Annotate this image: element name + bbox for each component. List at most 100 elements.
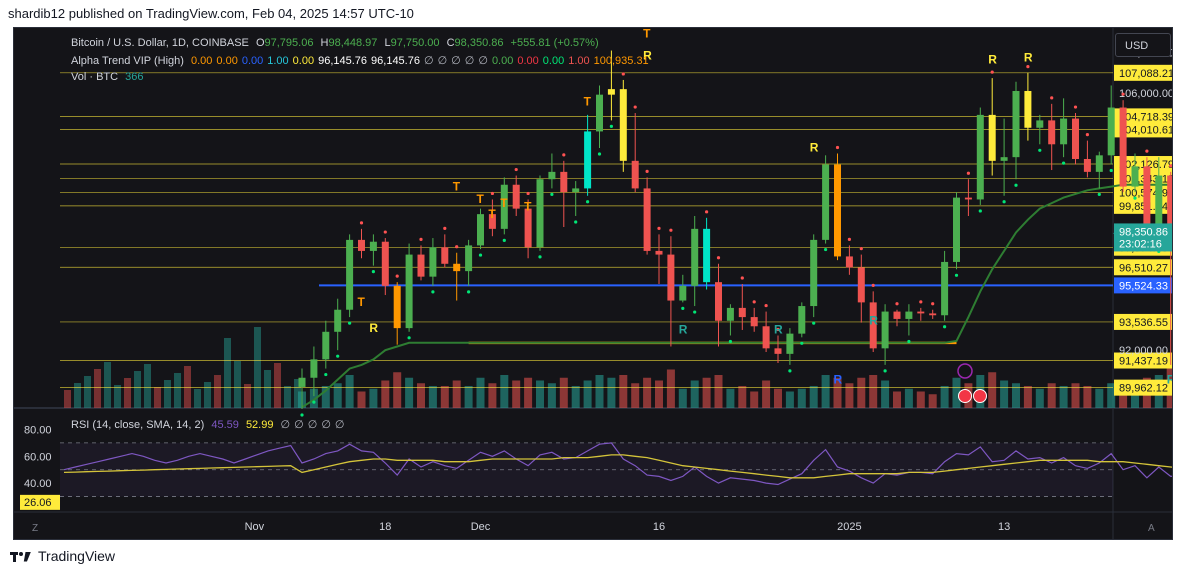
candle: [1048, 96, 1056, 171]
footer-brand[interactable]: TradingView: [38, 548, 116, 564]
signal-marker: T: [477, 192, 485, 206]
signal-dot: [871, 283, 875, 287]
signal-dot: [1169, 164, 1172, 168]
level-price-tag: [1114, 313, 1172, 330]
volume-bar: [476, 377, 485, 408]
volume-bar: [845, 383, 854, 408]
volume-bar: [1083, 386, 1092, 408]
symbol-name[interactable]: Bitcoin / U.S. Dollar, 1D, COINBASE: [71, 37, 249, 49]
signal-dot: [300, 413, 304, 417]
indicator-name[interactable]: Alpha Trend VIP (High): [71, 55, 184, 67]
candle-body: [619, 89, 627, 161]
candle: [500, 177, 508, 242]
candle-body: [405, 254, 413, 329]
auto-scale-button[interactable]: A: [1148, 523, 1155, 534]
volume-label[interactable]: Vol · BTC: [71, 71, 119, 83]
time-axis-label: 13: [998, 521, 1010, 533]
candle-body: [679, 285, 687, 301]
signal-dot: [621, 72, 625, 76]
candle-body: [500, 184, 508, 229]
signal-dot: [835, 145, 840, 150]
volume-bar: [1071, 383, 1080, 408]
candle-body: [1131, 166, 1139, 187]
signal-dot: [371, 270, 375, 274]
price-chart[interactable]: 107,088.21104,718.39104,010.61102,126.79…: [14, 28, 1173, 540]
volume-bar: [1047, 383, 1056, 408]
chart-frame[interactable]: 107,088.21104,718.39104,010.61102,126.79…: [13, 27, 1173, 540]
candle: [703, 210, 711, 290]
signal-dot: [716, 256, 721, 260]
level-price-tag: [1114, 352, 1172, 369]
volume-bar: [333, 383, 342, 408]
volume-bar: [144, 364, 151, 408]
signal-marker: R: [834, 372, 843, 386]
volume-bar: [928, 394, 937, 408]
candle: [322, 320, 330, 377]
indicator-value: 96,145.76: [371, 55, 420, 67]
currency-button[interactable]: USD: [1115, 33, 1171, 57]
candle: [976, 107, 984, 213]
signal-dot: [681, 306, 685, 310]
candle-body: [1000, 157, 1008, 161]
volume-bar: [1023, 386, 1032, 408]
candle-body: [1024, 90, 1032, 128]
signal-dot: [348, 321, 352, 325]
indicator-value: 0.00: [241, 55, 264, 67]
volume-bar: [774, 388, 782, 408]
volume-bar: [184, 366, 191, 408]
current-price-label: 98,350.86: [1119, 226, 1168, 238]
signal-dot: [752, 300, 756, 304]
footer: TradingView: [10, 548, 115, 564]
indicator-value: ∅: [478, 55, 488, 67]
volume-bar: [607, 377, 616, 408]
volume-bar: [405, 377, 414, 408]
candle-body: [607, 89, 615, 95]
candle-body: [703, 228, 711, 283]
candle: [1131, 153, 1139, 200]
candle-body: [667, 254, 675, 301]
volume-bar: [1095, 388, 1104, 408]
candle: [1012, 81, 1020, 187]
indicator-value: 100,935.31: [593, 55, 649, 67]
volume-legend: Vol · BTC 366: [71, 71, 148, 83]
signal-dot: [919, 300, 923, 304]
volume-bar: [893, 391, 901, 408]
indicator-value: 0.00: [190, 55, 213, 67]
signal-dot: [455, 245, 459, 249]
volume-bar: [417, 383, 425, 408]
rsi-name[interactable]: RSI (14, close, SMA, 14, 2): [71, 419, 205, 431]
signal-marker: R: [988, 52, 997, 66]
volume-bar: [214, 375, 221, 408]
volume-bar: [916, 391, 925, 408]
signal-dot: [324, 372, 328, 377]
signal-dot: [467, 290, 471, 294]
volume-bar: [904, 388, 913, 408]
candle-body: [572, 188, 580, 193]
candle-body: [417, 254, 425, 277]
volume-bar: [952, 377, 961, 408]
signal-marker: T: [643, 28, 651, 41]
candle-body: [857, 267, 865, 303]
candle-body: [881, 311, 889, 349]
candle-body: [929, 313, 937, 316]
volume-bar: [857, 377, 866, 408]
high-value: 98,448.97: [328, 37, 378, 49]
candle: [905, 304, 913, 344]
candle-body: [1119, 107, 1127, 187]
signal-dot: [907, 339, 911, 344]
signal-dot: [431, 290, 435, 294]
indicator-value: ∅: [451, 55, 461, 67]
candle-body: [465, 245, 473, 272]
tradingview-logo-icon: [10, 550, 32, 563]
signal-dot: [1097, 192, 1101, 197]
volume-bar: [452, 380, 461, 408]
volume-bar: [619, 375, 628, 408]
candle-body: [845, 256, 853, 268]
signal-dot: [526, 191, 530, 196]
signal-dot: [883, 369, 887, 373]
volume-bar: [94, 369, 101, 408]
zoom-corner-left[interactable]: Z: [32, 523, 39, 534]
volume-bar: [821, 375, 830, 408]
volume-bar: [726, 388, 735, 408]
signal-marker: R: [869, 313, 878, 327]
